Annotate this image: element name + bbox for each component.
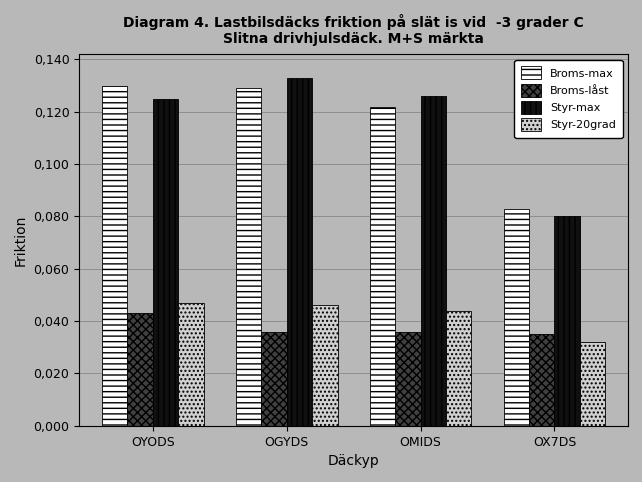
Bar bbox=[287, 78, 312, 426]
Bar bbox=[370, 107, 395, 426]
Bar bbox=[178, 303, 204, 426]
Bar bbox=[312, 306, 338, 426]
Bar bbox=[102, 86, 127, 426]
X-axis label: Däckyp: Däckyp bbox=[328, 454, 379, 468]
Legend: Broms-max, Broms-låst, Styr-max, Styr-20grad: Broms-max, Broms-låst, Styr-max, Styr-20… bbox=[514, 60, 623, 138]
Bar bbox=[236, 88, 261, 426]
Bar bbox=[395, 332, 421, 426]
Bar bbox=[261, 332, 287, 426]
Bar bbox=[529, 334, 555, 426]
Bar bbox=[555, 216, 580, 426]
Bar bbox=[503, 209, 529, 426]
Y-axis label: Friktion: Friktion bbox=[14, 214, 28, 266]
Bar bbox=[446, 311, 471, 426]
Title: Diagram 4. Lastbilsdäcks friktion på slät is vid  -3 grader C
Slitna drivhjulsdä: Diagram 4. Lastbilsdäcks friktion på slä… bbox=[123, 14, 584, 46]
Bar bbox=[580, 342, 605, 426]
Bar bbox=[127, 313, 153, 426]
Bar bbox=[421, 96, 446, 426]
Bar bbox=[153, 99, 178, 426]
